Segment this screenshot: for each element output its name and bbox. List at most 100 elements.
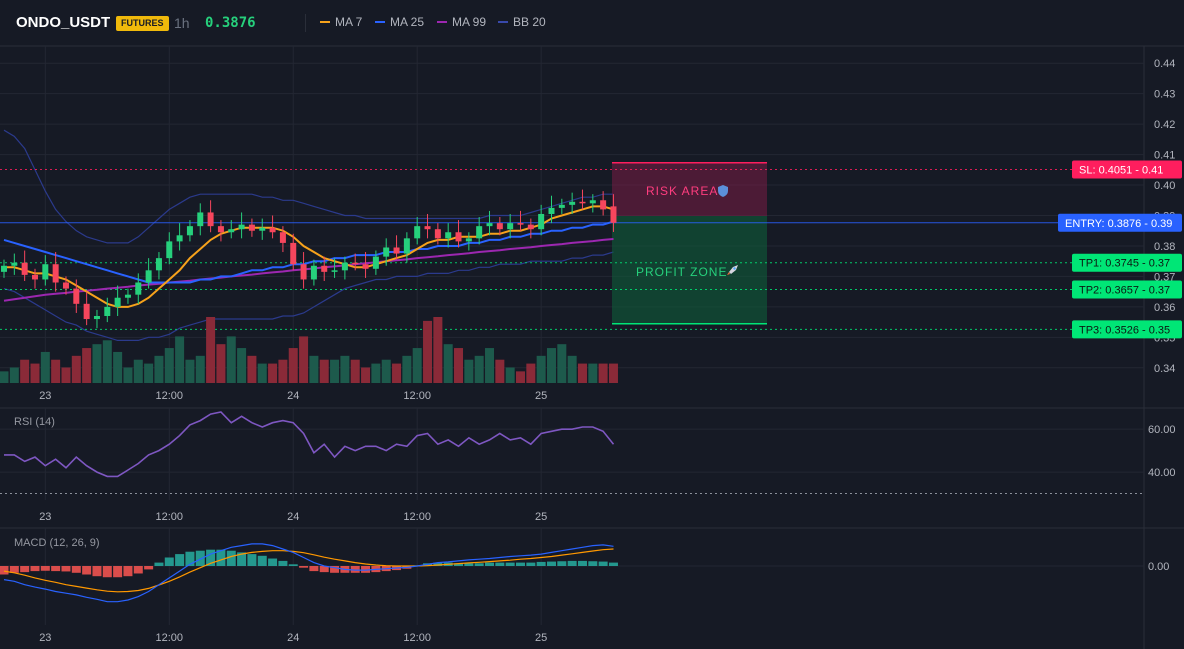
volume-bar <box>299 336 309 383</box>
time-tick-label: 24 <box>287 390 299 402</box>
macd-histogram-bar <box>495 562 505 566</box>
time-tick-label: 25 <box>535 632 547 644</box>
volume-bar <box>412 348 422 383</box>
macd-histogram-bar <box>164 557 174 566</box>
candle-body <box>610 206 617 223</box>
volume-bar <box>226 336 236 383</box>
macd-histogram-bar <box>175 554 185 566</box>
macd-histogram-bar <box>102 566 112 578</box>
volume-bar <box>381 359 391 383</box>
rsi-title: RSI (14) <box>14 416 55 428</box>
macd-histogram-bar <box>526 562 536 566</box>
candle-body <box>259 227 266 231</box>
ma7-swatch <box>320 20 330 23</box>
volume-bar <box>278 359 288 383</box>
candle-body <box>507 223 514 230</box>
tp1-tag-bg <box>1072 253 1182 272</box>
macd-histogram-bar <box>154 562 164 566</box>
volume-bar <box>102 340 112 383</box>
timeframe-label[interactable]: 1h <box>174 15 190 31</box>
profit-zone-box[interactable] <box>612 216 767 324</box>
macd-histogram-bar <box>144 566 154 570</box>
volume-bar <box>567 355 577 383</box>
sl-tag-label: SL: 0.4051 - 0.41 <box>1079 165 1163 177</box>
tp1-price-tag[interactable]: TP1: 0.3745 - 0.37 <box>1072 253 1182 272</box>
tp2-price-tag[interactable]: TP2: 0.3657 - 0.37 <box>1072 280 1182 299</box>
macd-histogram-bar <box>516 562 525 566</box>
candle-body <box>155 258 162 271</box>
volume-bar <box>195 355 205 383</box>
bb-lower-line <box>3 251 614 341</box>
price-tick-label: 0.41 <box>1154 150 1175 162</box>
legend-ma99[interactable]: MA 99 <box>437 15 486 29</box>
macd-histogram-bar <box>546 561 556 566</box>
volume-bars <box>0 317 618 383</box>
volume-bar <box>237 348 247 383</box>
macd-histogram-bar <box>51 566 61 572</box>
macd-title: MACD (12, 26, 9) <box>14 537 100 549</box>
volume-bar <box>206 317 216 383</box>
macd-histogram-bar <box>40 566 50 571</box>
rocket-icon <box>727 265 738 275</box>
time-tick-label: 25 <box>535 511 547 523</box>
macd-histogram-bar <box>577 560 587 566</box>
candle-body <box>341 262 348 271</box>
risk-area-box[interactable] <box>612 162 767 216</box>
candle-body <box>166 241 173 259</box>
sl-price-tag[interactable]: SL: 0.4051 - 0.41 <box>1072 160 1182 179</box>
macd-histogram-bar <box>195 550 205 566</box>
macd-histogram-bar <box>257 555 267 566</box>
volume-bar <box>350 359 360 383</box>
candle-body <box>52 264 59 283</box>
tp3-price-tag[interactable]: TP3: 0.3526 - 0.35 <box>1072 320 1182 339</box>
volume-bar <box>433 317 443 383</box>
candle-body <box>238 224 245 230</box>
candle-body <box>321 265 328 272</box>
legend-ma7[interactable]: MA 7 <box>320 15 362 29</box>
candle-body <box>589 200 596 204</box>
candle-body <box>207 212 214 227</box>
price-tick-label: 0.36 <box>1154 302 1175 314</box>
volume-bar <box>474 355 484 383</box>
grid-lines: 23 12:00 24 12:00 25 23 12:00 24 12:00 25 23 12:00 2… <box>0 45 1184 649</box>
candle-body <box>445 232 452 239</box>
candle-body <box>558 204 565 208</box>
volume-bar <box>0 371 9 383</box>
price-tick-label: 0.43 <box>1154 89 1175 101</box>
macd-histogram-bar <box>30 566 40 572</box>
bb20-swatch <box>498 20 508 23</box>
entry-price-tag[interactable]: ENTRY: 0.3876 - 0.39 <box>1058 213 1182 232</box>
bollinger-bands <box>3 129 614 341</box>
candle-body <box>228 229 235 233</box>
macd-tick-label: 0.00 <box>1148 561 1169 573</box>
legend-ma7-label: MA 7 <box>335 15 363 29</box>
candle-body <box>569 201 576 205</box>
risk-area-top <box>612 162 767 164</box>
symbol-name[interactable]: ONDO_USDT <box>16 14 111 31</box>
macd-histogram-bar <box>133 566 143 574</box>
time-tick-label: 12:00 <box>403 632 431 644</box>
candle-body <box>600 200 607 210</box>
legend-ma25[interactable]: MA 25 <box>375 15 424 29</box>
macd-histogram-bar <box>299 566 309 568</box>
macd-histogram-bar <box>0 566 9 575</box>
candle-body <box>124 294 131 298</box>
rsi-tick-label: 60.00 <box>1148 424 1176 436</box>
candle-body <box>579 201 586 204</box>
volume-bar <box>505 367 515 383</box>
ma99-swatch <box>437 20 447 23</box>
ma25-line <box>3 220 614 284</box>
legend-bb20[interactable]: BB 20 <box>498 15 546 29</box>
candle-body <box>455 232 462 242</box>
volume-bar <box>361 367 371 383</box>
chart-header: ONDO_USDT FUTURES 1h 0.3876 MA 7 MA 25 M… <box>0 0 1184 46</box>
volume-bar <box>392 363 402 383</box>
profit-zone-label: PROFIT ZONE <box>636 265 727 279</box>
volume-bar <box>319 359 329 383</box>
volume-bar <box>123 367 133 383</box>
candle-body <box>527 224 534 230</box>
price-tick-label: 0.40 <box>1154 180 1175 192</box>
volume-bar <box>557 344 567 383</box>
candle-body <box>414 226 421 239</box>
